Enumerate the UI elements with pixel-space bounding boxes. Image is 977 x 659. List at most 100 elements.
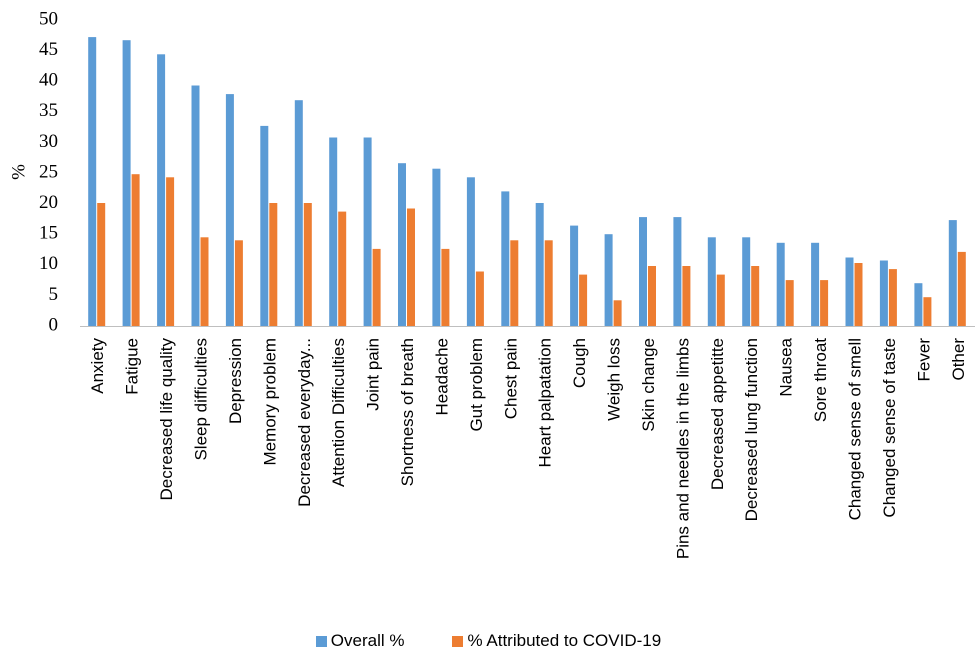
y-tick-label: 35 xyxy=(39,100,58,121)
x-tick-label: Changed sense of taste xyxy=(880,338,899,518)
x-tick-label: Sore throat xyxy=(811,338,830,422)
y-tick-label: 50 xyxy=(39,8,58,29)
y-axis-ticks: 0 5 10 15 20 25 30 35 40 45 50 xyxy=(39,8,58,335)
y-tick-label: 25 xyxy=(39,161,58,182)
bar-overall xyxy=(260,125,269,327)
bar-covid xyxy=(648,266,656,326)
bar-overall xyxy=(845,257,854,326)
bar-covid xyxy=(269,203,278,326)
bar-overall xyxy=(639,217,647,326)
y-tick-label: 30 xyxy=(39,131,58,152)
x-tick-label: Decreased appetitte xyxy=(708,338,727,490)
x-tick-label: Memory problem xyxy=(260,338,279,466)
bar-covid xyxy=(957,251,966,326)
bar-covid xyxy=(579,274,588,326)
y-tick-label: 15 xyxy=(39,223,58,244)
bar-covid xyxy=(751,266,760,326)
bar-covid xyxy=(682,266,691,326)
bar-covid xyxy=(716,274,725,326)
bar-covid xyxy=(854,263,863,326)
bars xyxy=(88,37,966,327)
bar-covid xyxy=(475,271,484,326)
bar-covid xyxy=(200,237,209,326)
bar-overall xyxy=(742,237,751,326)
x-tick-label: Anxiety xyxy=(88,338,107,394)
x-tick-label: Fatigue xyxy=(123,338,142,395)
bar-overall xyxy=(398,163,406,326)
bar-overall xyxy=(122,40,131,326)
bar-covid xyxy=(785,280,794,326)
legend: Overall % % Attributed to COVID-19 xyxy=(0,626,977,656)
bar-covid xyxy=(166,177,175,326)
y-axis-label: % xyxy=(8,164,29,180)
x-tick-label: Changed sense of smell xyxy=(846,338,865,520)
bar-covid xyxy=(820,280,829,326)
legend-item-covid: % Attributed to COVID-19 xyxy=(452,631,661,651)
x-tick-label: Chest pain xyxy=(501,338,520,419)
x-tick-label: Decreased lung function xyxy=(742,338,761,521)
bar-covid xyxy=(372,248,381,326)
y-tick-label: 40 xyxy=(39,70,58,91)
y-tick-label: 45 xyxy=(39,39,58,60)
y-tick-label: 0 xyxy=(49,314,59,335)
bar-overall xyxy=(604,234,613,326)
bar-covid xyxy=(544,240,553,326)
bar-covid xyxy=(888,269,897,326)
bar-overall xyxy=(157,54,166,327)
bar-overall xyxy=(570,225,579,326)
x-tick-label: Sleep difficulties xyxy=(192,338,211,461)
x-tick-label: Nausea xyxy=(777,337,796,396)
bar-covid xyxy=(923,297,932,326)
bar-overall xyxy=(501,191,510,326)
bar-overall xyxy=(673,217,682,326)
x-tick-label: Heart palpatation xyxy=(536,338,555,467)
bar-covid xyxy=(303,203,312,326)
y-tick-label: 10 xyxy=(39,253,58,274)
bar-overall xyxy=(466,177,475,326)
bar-overall xyxy=(914,283,923,326)
x-tick-label: Fever xyxy=(914,338,933,382)
bar-overall xyxy=(88,37,97,326)
x-axis-ticks: Anxiety Fatigue Decreased life quality Slee… xyxy=(88,337,968,559)
x-tick-label: Shortness of breath xyxy=(398,338,417,486)
legend-item-overall: Overall % xyxy=(315,631,405,651)
bar-covid xyxy=(131,174,140,326)
x-tick-label: Cough xyxy=(570,338,589,388)
bar-covid xyxy=(407,208,415,326)
legend-label-overall: Overall % xyxy=(330,631,405,650)
x-tick-label: Other xyxy=(949,338,968,381)
bar-overall xyxy=(294,100,303,326)
x-tick-label: Joint pain xyxy=(364,338,383,411)
x-tick-label: Gut problem xyxy=(467,338,486,432)
bar-overall xyxy=(879,260,888,326)
x-tick-label: Attention Difficulties xyxy=(329,338,348,487)
y-tick-label: 20 xyxy=(39,192,58,213)
bar-overall xyxy=(707,237,716,326)
bar-overall xyxy=(811,242,820,326)
bar-overall xyxy=(225,94,234,326)
legend-swatch-covid xyxy=(452,635,464,647)
bar-overall xyxy=(363,137,372,326)
bar-chart: 0 5 10 15 20 25 30 35 40 45 50 Anxiety Fatigue Decre… xyxy=(8,8,975,559)
bar-overall xyxy=(191,85,200,326)
bar-covid xyxy=(613,300,622,326)
bar-covid xyxy=(441,248,450,326)
bar-overall xyxy=(535,203,544,326)
bar-overall xyxy=(776,242,785,326)
bar-covid xyxy=(338,211,347,326)
x-tick-label: Weigh loss xyxy=(605,338,624,421)
bar-overall xyxy=(329,137,338,326)
x-tick-label: Decreased life quality xyxy=(157,338,176,501)
x-tick-label: Headache xyxy=(432,338,451,416)
x-tick-label: Decreased everyday... xyxy=(295,338,314,507)
bar-covid xyxy=(510,240,519,326)
x-tick-label: Skin change xyxy=(639,338,658,432)
legend-label-covid: % Attributed to COVID-19 xyxy=(467,631,662,650)
y-tick-label: 5 xyxy=(49,284,59,305)
bar-overall xyxy=(948,220,957,326)
bar-overall xyxy=(432,168,441,326)
x-tick-label: Pins and needles in the limbs xyxy=(673,338,692,559)
bar-covid xyxy=(97,203,106,326)
bar-covid xyxy=(234,240,243,326)
x-tick-label: Depression xyxy=(226,338,245,424)
